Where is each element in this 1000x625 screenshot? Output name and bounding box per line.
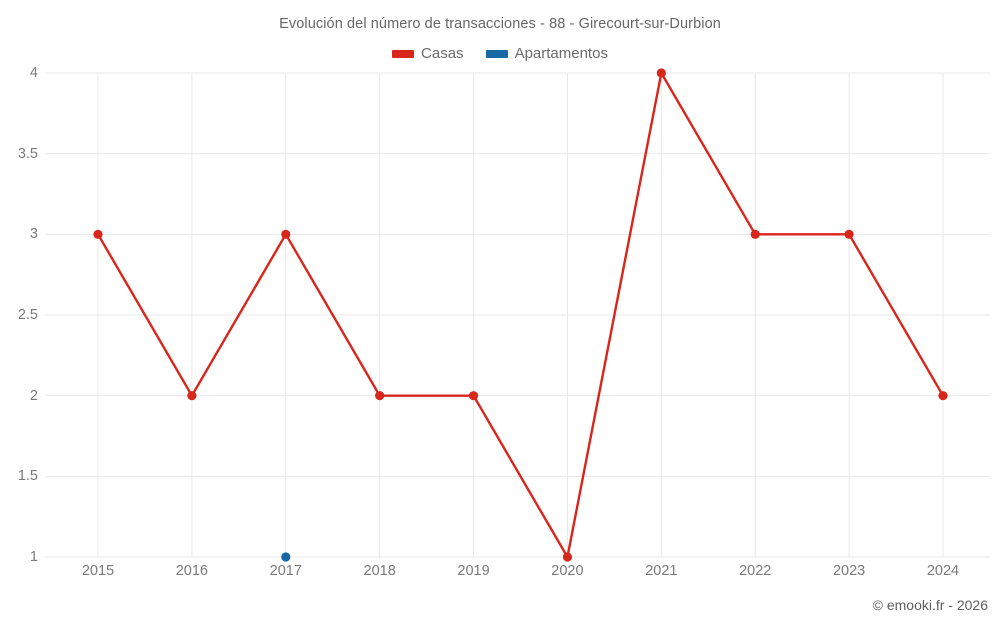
legend-item-apartamentos[interactable]: Apartamentos [485, 45, 608, 62]
data-point[interactable] [468, 391, 479, 401]
data-point[interactable] [938, 391, 948, 401]
data-point[interactable] [844, 229, 854, 239]
data-point[interactable] [750, 229, 760, 239]
legend-label-casas: Casas [421, 45, 464, 62]
y-axis-tick-label: 2.5 [17, 307, 38, 323]
data-point[interactable] [187, 391, 197, 401]
y-axis-tick-label: 2 [29, 387, 38, 404]
line-swatch-icon-casas [392, 49, 415, 58]
chart-legend: Casas Apartamentos [0, 45, 1000, 62]
y-axis-tick-label: 3 [29, 226, 38, 243]
y-axis-tick-label: 3.5 [17, 145, 38, 162]
y-axis-tick-label: 1 [29, 549, 38, 565]
gridlines [45, 72, 990, 558]
line-swatch-icon-apartamentos [485, 49, 508, 58]
plot-svg [45, 68, 990, 562]
x-axis-tick-label: 2020 [551, 563, 584, 579]
y-axis-tick-label: 4 [29, 65, 38, 81]
x-axis-tick-label: 2016 [175, 563, 209, 579]
x-axis-tick-label: 2017 [269, 563, 302, 579]
series-line [96, 71, 945, 559]
x-axis-labels: 2015 2016 2017 2018 2019 2020 2021 2022 2023 2024 [0, 563, 1000, 587]
chart-title: Evolución del número de transacciones - … [279, 16, 721, 32]
x-axis-tick-label: 2024 [926, 563, 960, 579]
legend-item-casas[interactable]: Casas [392, 45, 464, 62]
y-axis-labels: 1 1.5 2 2.5 3 3.5 4 [0, 65, 1000, 565]
data-point[interactable] [93, 229, 103, 239]
data-point[interactable] [562, 552, 573, 562]
x-axis-tick-label: 2023 [832, 563, 866, 579]
data-point[interactable] [656, 68, 666, 78]
x-axis-tick-label: 2021 [645, 563, 678, 579]
series-casas [93, 68, 948, 562]
data-point[interactable] [281, 552, 291, 562]
data-point[interactable] [375, 391, 385, 401]
data-point[interactable] [281, 229, 291, 239]
x-axis-tick-label: 2018 [363, 563, 396, 579]
x-axis-tick-label: 2015 [81, 563, 115, 579]
series-apartamentos [281, 552, 291, 562]
plot-area [45, 68, 990, 562]
x-axis-tick-label: 2022 [739, 563, 772, 579]
legend-label-apartamentos: Apartamentos [514, 45, 608, 62]
copyright-footer: © emooki.fr - 2026 [872, 597, 988, 613]
x-axis-tick-label: 2019 [457, 563, 490, 579]
y-axis-tick-label: 1.5 [17, 468, 38, 485]
